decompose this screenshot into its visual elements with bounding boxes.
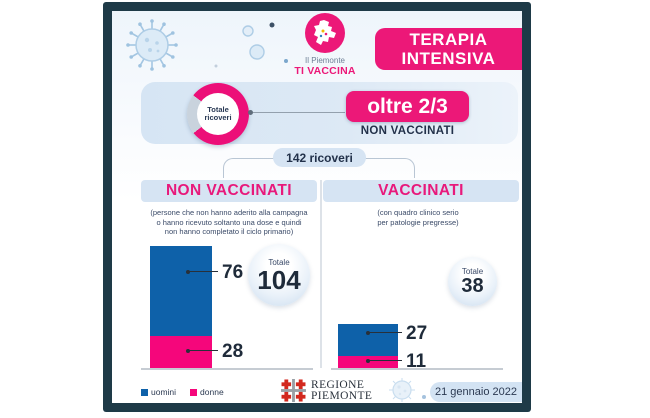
callout-line xyxy=(189,271,218,272)
virus-decoration-icon xyxy=(126,19,288,71)
highlight-sub-label: NON VACCINATI xyxy=(360,125,455,137)
legend-label-uomini: uomini xyxy=(151,387,177,397)
axis-baseline xyxy=(141,368,313,370)
desc-line: (persone che non hanno aderito alla camp… xyxy=(150,208,308,217)
totale-ricoveri-donut-chart: Totale ricoveri xyxy=(187,83,249,145)
bar-segment-uomini xyxy=(150,246,212,336)
value-label-donne: 11 xyxy=(406,351,427,372)
total-value: 104 xyxy=(257,264,301,295)
legend-item-donne: donne xyxy=(190,387,224,397)
bar-segment-uomini xyxy=(338,324,398,356)
regione-piemonte-logo: REGIONE PIEMONTE xyxy=(281,379,372,402)
region-line-1: REGIONE xyxy=(311,378,365,391)
donut-label-line2: ricoveri xyxy=(204,113,232,122)
piemonte-region-logo-icon xyxy=(305,13,345,53)
legend-swatch-pink xyxy=(190,388,198,396)
callout-dot xyxy=(366,359,370,363)
highlight-badge: oltre 2/3 xyxy=(346,91,469,122)
column-divider xyxy=(320,180,322,368)
terapia-intensiva-badge: TERAPIA INTENSIVA xyxy=(375,28,522,70)
logo-text-top: Il Piemonte xyxy=(304,56,346,65)
piemonte-ti-vaccina-logo: Il Piemonte TI VACCINA xyxy=(290,13,360,77)
callout-dot xyxy=(186,349,190,353)
callout-line xyxy=(369,332,402,333)
legend-item-uomini: uomini xyxy=(141,387,176,397)
vaccinati-description: (con quadro clinico serio per patologie … xyxy=(323,208,513,227)
desc-line: per patologie pregresse) xyxy=(377,217,459,227)
region-line-2: PIEMONTE xyxy=(311,389,373,402)
regione-piemonte-crest-icon xyxy=(281,379,306,402)
bar-segment-donne xyxy=(150,336,212,369)
donut-label-line1: Totale xyxy=(207,105,229,114)
non-vaccinati-description: (persone che non hanno aderito alla camp… xyxy=(141,208,317,237)
chart-legend: uomini donne xyxy=(141,387,224,397)
donut-connector-dot xyxy=(248,109,253,115)
value-label-uomini: 76 xyxy=(222,262,244,283)
desc-line: non hanno completato il ciclo primario) xyxy=(164,227,294,236)
desc-line: o hanno ricevuto soltanto una dose e qui… xyxy=(156,217,302,227)
infographic-frame: Il Piemonte TI VACCINA TERAPIA INTENSIVA… xyxy=(103,2,531,412)
axis-baseline xyxy=(331,368,503,370)
total-label: Totale xyxy=(461,267,484,276)
callout-line xyxy=(189,350,218,351)
vaccinati-header: VACCINATI xyxy=(323,180,519,202)
donut-connector-line xyxy=(253,112,345,113)
value-label-uomini: 27 xyxy=(406,323,428,344)
regione-piemonte-wordmark: REGIONE PIEMONTE xyxy=(311,378,373,402)
infographic-canvas: Il Piemonte TI VACCINA TERAPIA INTENSIVA… xyxy=(112,11,522,403)
logo-text-bottom: TI VACCINA xyxy=(294,65,356,77)
desc-line: (con quadro clinico serio xyxy=(377,208,459,217)
legend-label-donne: donne xyxy=(200,387,224,397)
total-value: 38 xyxy=(461,275,484,297)
total-badge-vaccinati: Totale 38 xyxy=(448,257,497,306)
callout-dot xyxy=(186,270,190,274)
legend-swatch-blue xyxy=(141,388,148,396)
value-label-donne: 28 xyxy=(222,341,244,362)
virus-decoration-icon xyxy=(389,378,426,402)
callout-line xyxy=(369,360,402,361)
date-badge: 21 gennaio 2022 xyxy=(430,382,522,402)
non-vaccinati-stacked-bar xyxy=(150,246,212,369)
callout-dot xyxy=(366,331,370,335)
total-ricoveri-pill: 142 ricoveri xyxy=(273,148,366,167)
donut-center-label: Totale ricoveri xyxy=(197,93,239,135)
total-badge-non-vaccinati: Totale 104 xyxy=(248,244,310,306)
total-label: Totale xyxy=(268,257,290,267)
non-vaccinati-header: NON VACCINATI xyxy=(141,180,317,202)
title-line-2: INTENSIVA xyxy=(401,49,496,68)
title-line-1: TERAPIA xyxy=(409,30,488,49)
